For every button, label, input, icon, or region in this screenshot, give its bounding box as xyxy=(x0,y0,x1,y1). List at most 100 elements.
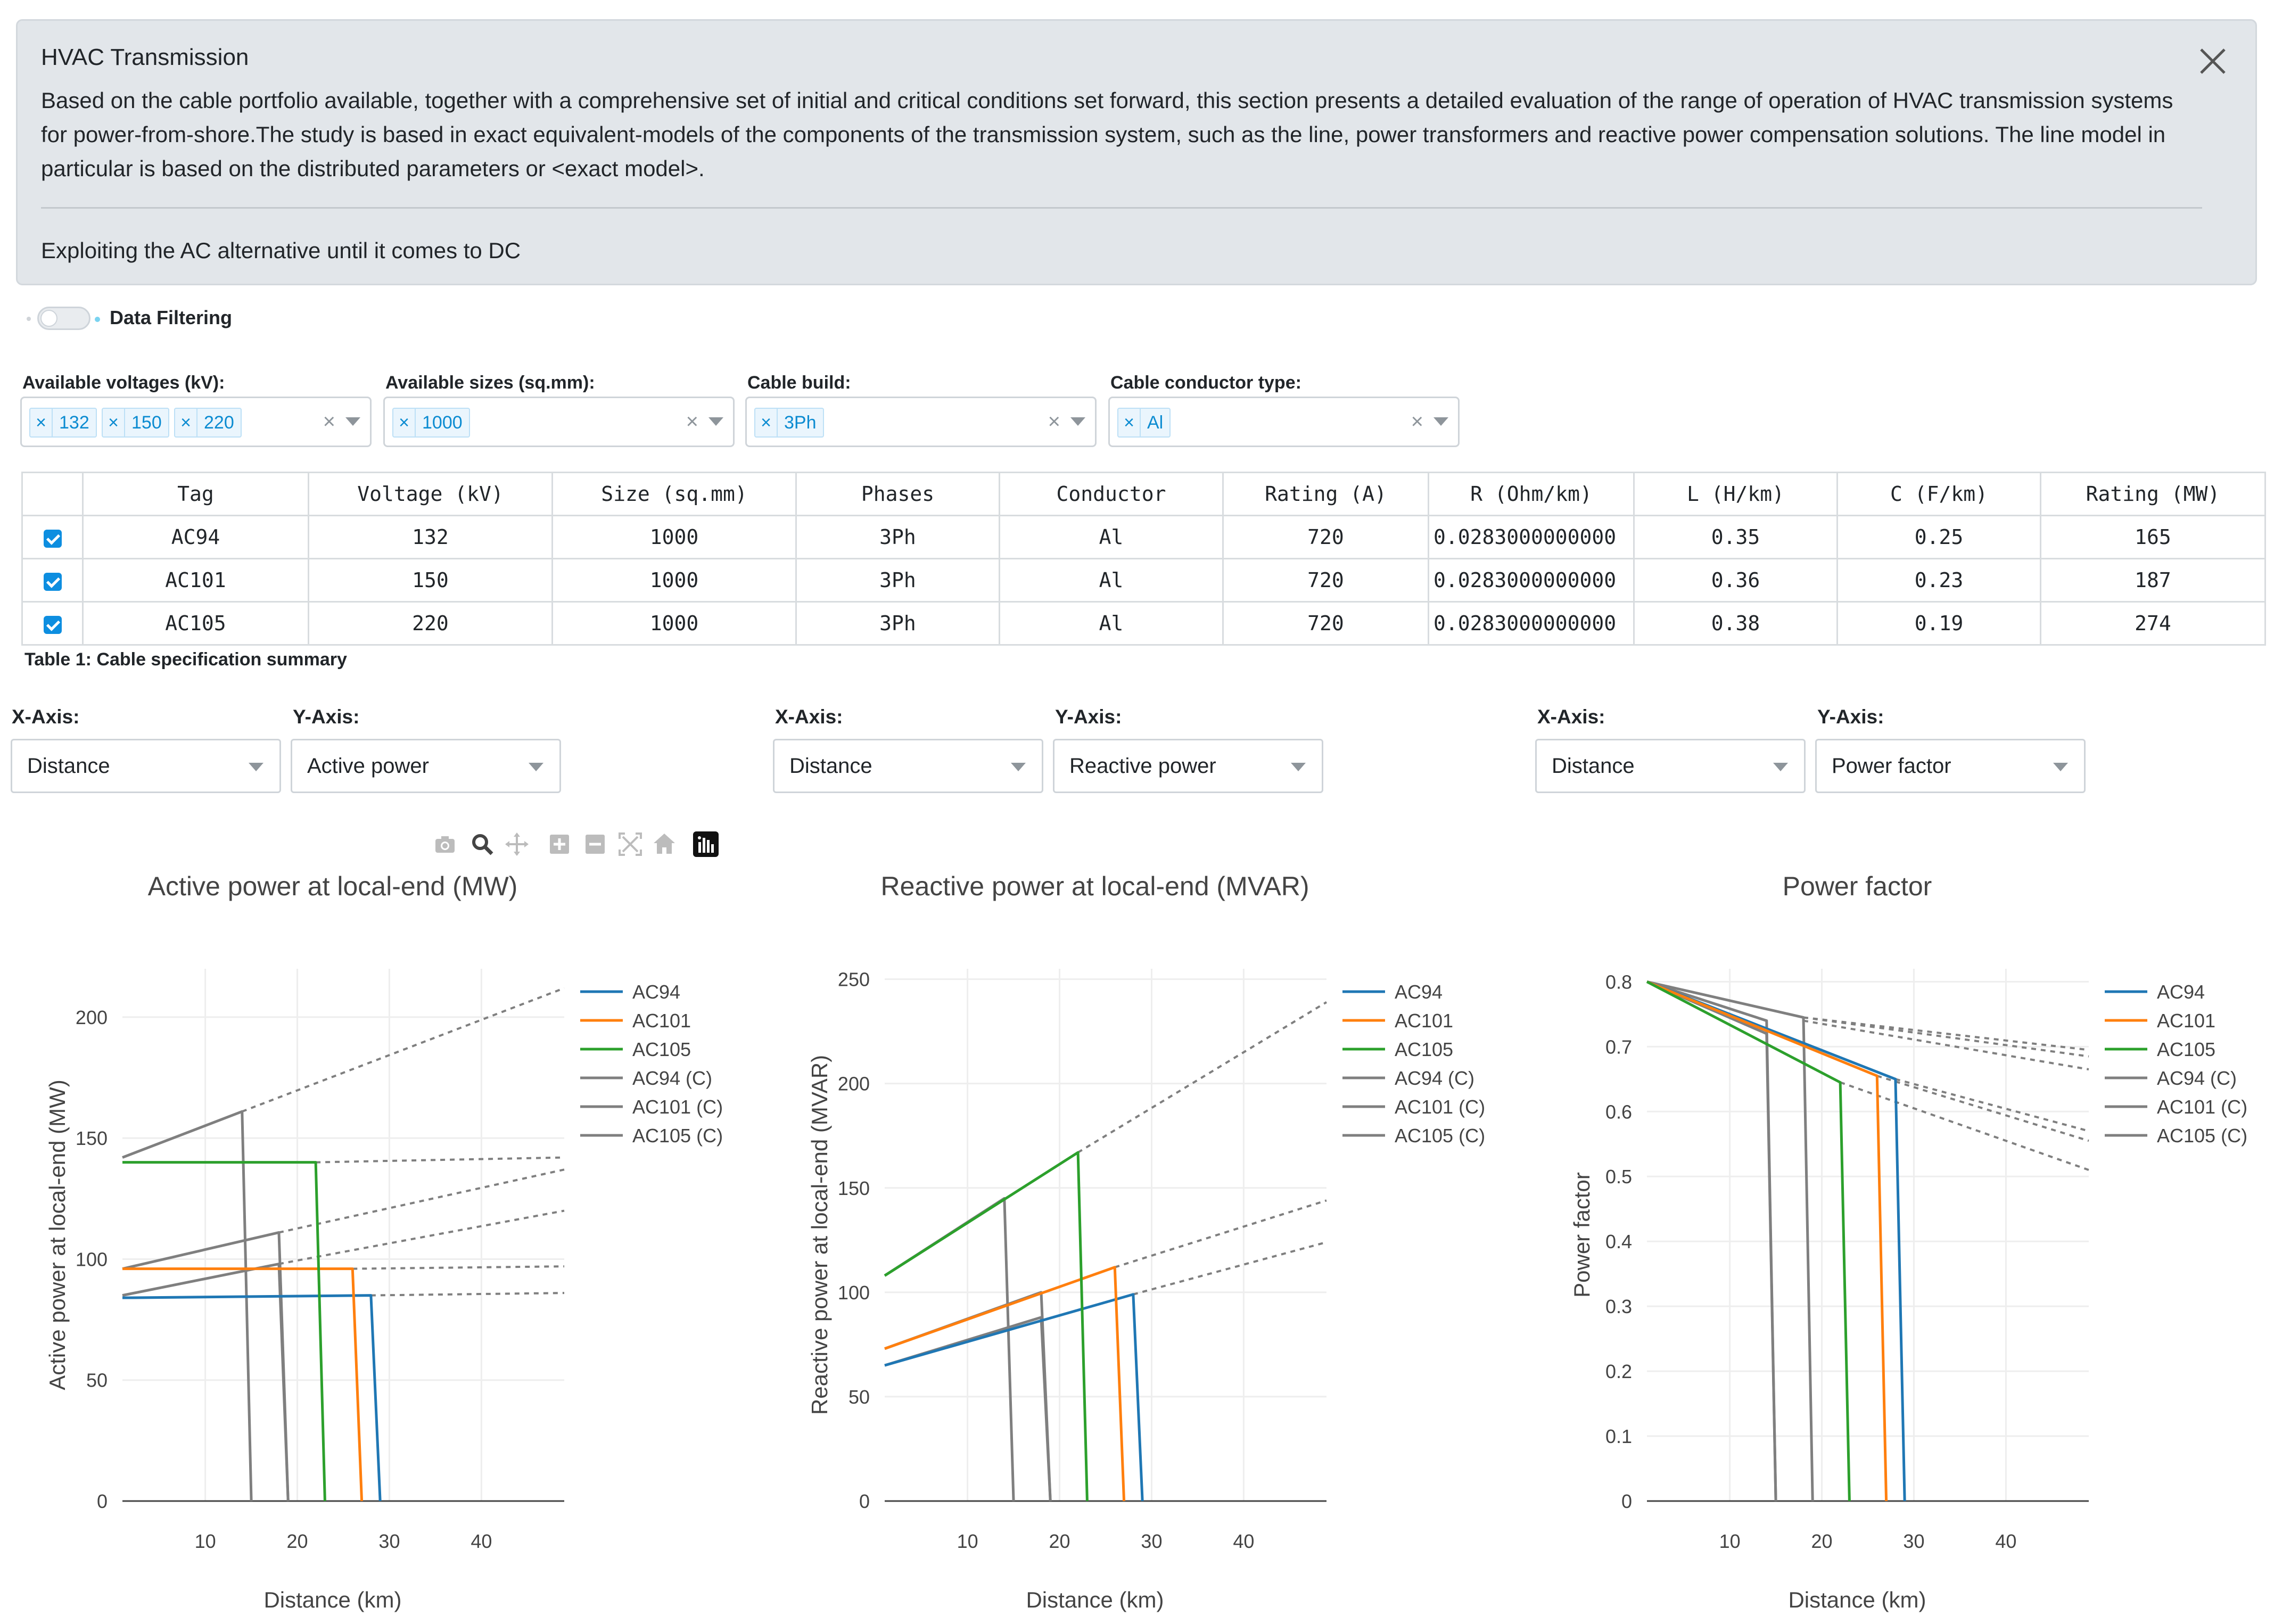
y-axis-select[interactable]: Reactive power xyxy=(1053,739,1323,793)
clear-all-icon[interactable]: × xyxy=(1411,410,1423,433)
chart-title: Power factor xyxy=(1783,871,1932,901)
legend-item: AC101 (C) xyxy=(2157,1096,2247,1118)
autoscale-icon[interactable] xyxy=(616,830,644,858)
column-header[interactable]: Voltage (kV) xyxy=(308,472,553,516)
legend-item: AC105 xyxy=(632,1038,691,1060)
y-axis-title: Active power at local-end (MW) xyxy=(45,1079,70,1390)
y-tick-label: 0.3 xyxy=(1605,1296,1632,1317)
voltage-chip-220[interactable]: × 220 xyxy=(174,408,242,438)
x-tick-label: 30 xyxy=(1141,1530,1162,1552)
table-cell: 0.19 xyxy=(1836,601,2041,646)
chevron-down-icon[interactable] xyxy=(1070,417,1085,426)
x-tick-label: 20 xyxy=(1049,1530,1070,1552)
column-header[interactable]: Phases xyxy=(795,472,1000,516)
chevron-down-icon[interactable] xyxy=(1433,417,1448,426)
column-header[interactable]: Conductor xyxy=(999,472,1224,516)
reset-axes-icon[interactable] xyxy=(650,830,678,858)
x-tick-label: 40 xyxy=(1233,1530,1254,1552)
zoom-in-icon[interactable] xyxy=(546,830,573,858)
size-chip-1000[interactable]: × 1000 xyxy=(392,408,470,438)
series-line-ac94 xyxy=(122,1294,382,1502)
y-tick-label: 50 xyxy=(848,1386,870,1408)
x-axis-title: Distance (km) xyxy=(263,1587,401,1612)
legend-item: AC94 (C) xyxy=(2157,1067,2237,1089)
table-cell: AC105 xyxy=(82,601,309,646)
chart-svg: Power factor 10 20 30 40 0 0.1 0.2 0.3 0.4 0.5 0.6 0… xyxy=(1569,871,2247,1612)
table-cell: 0.25 xyxy=(1836,515,2041,559)
table-cell: 0.36 xyxy=(1633,558,1838,603)
row-select-cell xyxy=(21,601,84,646)
y-axis-select[interactable]: Power factor xyxy=(1815,739,2086,793)
row-checkbox[interactable] xyxy=(43,529,62,548)
table-cell: AC101 xyxy=(82,558,309,603)
x-axis-select[interactable]: Distance xyxy=(773,739,1043,793)
table-cell: 274 xyxy=(2040,601,2266,646)
column-header[interactable]: Rating (MW) xyxy=(2040,472,2266,516)
column-header[interactable]: L (H/km) xyxy=(1633,472,1838,516)
remove-chip-icon[interactable]: × xyxy=(1118,409,1141,436)
chevron-down-icon[interactable] xyxy=(708,417,723,426)
remove-chip-icon[interactable]: × xyxy=(103,409,125,436)
toggle-dot-left xyxy=(27,317,31,321)
chevron-down-icon xyxy=(1773,763,1788,771)
alert-divider xyxy=(41,207,2202,209)
y-axis-label: Y-Axis: xyxy=(1055,706,1122,728)
dashed-extension-line xyxy=(1803,1019,2089,1070)
table-cell: 1000 xyxy=(551,515,797,559)
table-cell: 3Ph xyxy=(795,515,1000,559)
column-header[interactable]: Size (sq.mm) xyxy=(551,472,797,516)
size-filter-label: Available sizes (sq.mm): xyxy=(385,373,595,393)
chevron-down-icon xyxy=(529,763,543,771)
dashed-extension-line xyxy=(316,1156,565,1164)
build-chip-3ph[interactable]: × 3Ph xyxy=(754,408,824,438)
reactive-power-chart[interactable]: Reactive power at local-end (MVAR) 10 20 30… xyxy=(762,862,1518,1624)
y-tick-label: 0 xyxy=(859,1490,870,1512)
voltage-filter-dropdown[interactable]: × 132 × 150 × 220 × xyxy=(20,397,372,447)
pan-icon[interactable] xyxy=(503,830,531,858)
clear-all-icon[interactable]: × xyxy=(686,410,698,433)
conductor-chip-al[interactable]: × Al xyxy=(1117,408,1171,438)
remove-chip-icon[interactable]: × xyxy=(30,409,53,436)
x-axis-select[interactable]: Distance xyxy=(1535,739,1806,793)
column-header[interactable]: R (Ohm/km) xyxy=(1428,472,1635,516)
clear-all-icon[interactable]: × xyxy=(1048,410,1060,433)
column-header[interactable]: Rating (A) xyxy=(1222,472,1429,516)
toggle-knob[interactable] xyxy=(40,310,57,327)
row-select-cell xyxy=(21,558,84,603)
x-axis-select[interactable]: Distance xyxy=(11,739,281,793)
table-cell: 220 xyxy=(308,601,553,646)
size-filter-dropdown[interactable]: × 1000 × xyxy=(383,397,735,447)
table-cell: 0.38 xyxy=(1633,601,1838,646)
remove-chip-icon[interactable]: × xyxy=(755,409,778,436)
series-line-ac105 xyxy=(122,1161,326,1502)
y-tick-label: 0.7 xyxy=(1605,1036,1632,1058)
y-axis-select[interactable]: Active power xyxy=(291,739,561,793)
legend-item: AC105 (C) xyxy=(632,1125,723,1147)
table-cell: 150 xyxy=(308,558,553,603)
close-icon[interactable] xyxy=(2194,42,2232,80)
row-checkbox[interactable] xyxy=(43,572,62,591)
voltage-chip-132[interactable]: × 132 xyxy=(29,408,97,438)
zoom-icon[interactable] xyxy=(468,830,496,858)
conductor-filter-dropdown[interactable]: × Al × xyxy=(1108,397,1460,447)
remove-chip-icon[interactable]: × xyxy=(393,409,416,436)
legend-item: AC101 xyxy=(1395,1010,1453,1032)
row-checkbox[interactable] xyxy=(43,615,62,634)
legend-item: AC94 (C) xyxy=(632,1067,712,1089)
chevron-down-icon[interactable] xyxy=(345,417,360,426)
plotly-logo-icon[interactable] xyxy=(692,830,720,858)
dashed-extension-line xyxy=(1895,1078,2089,1132)
column-header[interactable]: Tag xyxy=(82,472,309,516)
table-cell: Al xyxy=(999,515,1224,559)
table-cell: 720 xyxy=(1222,515,1429,559)
active-power-chart[interactable]: Active power at local-end (MW) 10 20 30 40 0 5… xyxy=(0,862,756,1624)
zoom-out-icon[interactable] xyxy=(581,830,609,858)
voltage-chip-150[interactable]: × 150 xyxy=(102,408,169,438)
power-factor-chart[interactable]: Power factor 10 20 30 40 0 0.1 0.2 0.3 0.4 0.5 0.6 0… xyxy=(1525,862,2274,1624)
build-filter-dropdown[interactable]: × 3Ph × xyxy=(745,397,1097,447)
legend-item: AC105 (C) xyxy=(1395,1125,1485,1147)
clear-all-icon[interactable]: × xyxy=(323,410,335,433)
remove-chip-icon[interactable]: × xyxy=(175,409,197,436)
column-header[interactable]: C (F/km) xyxy=(1836,472,2041,516)
camera-icon[interactable] xyxy=(431,830,459,858)
